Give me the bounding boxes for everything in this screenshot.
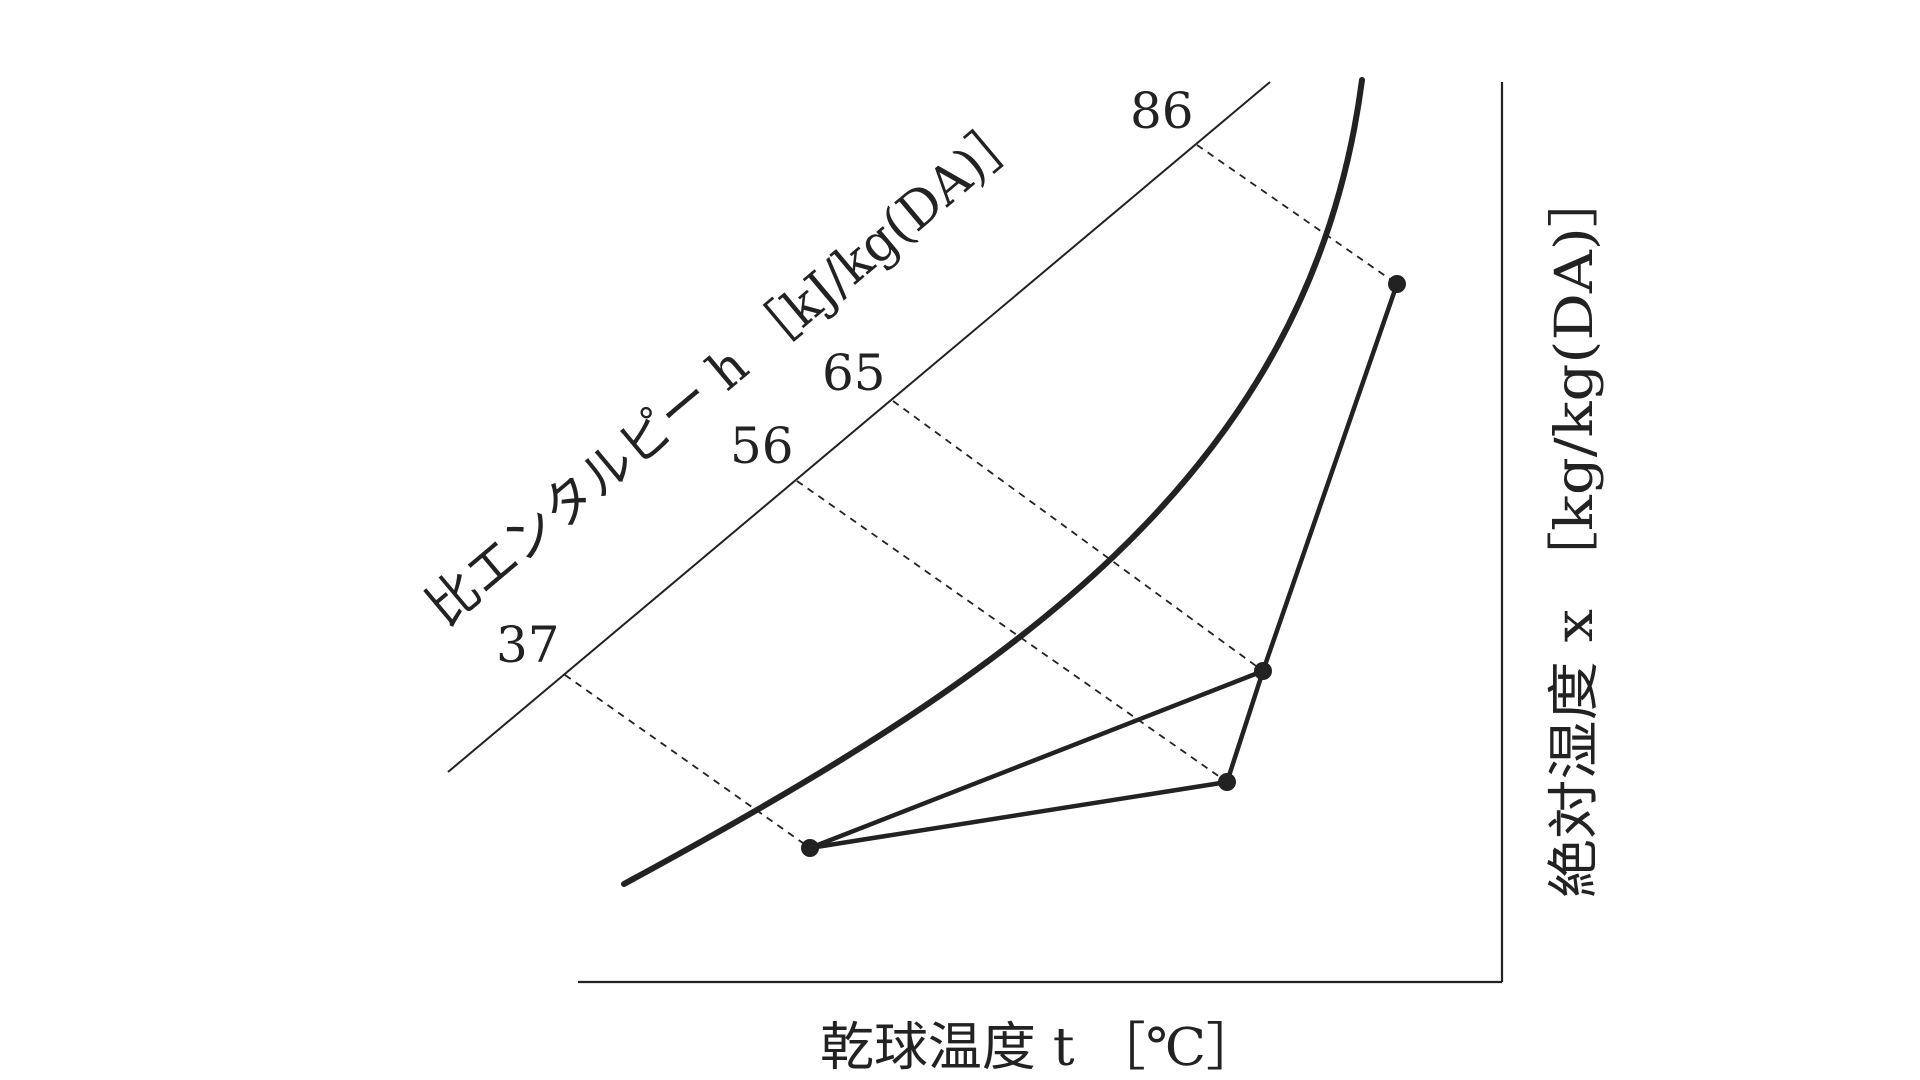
state-point-3	[1254, 662, 1272, 680]
enthalpy-value-65: 65	[822, 344, 886, 402]
enthalpy-guide-37	[564, 674, 811, 849]
enthalpy-value-37: 37	[496, 616, 560, 674]
enthalpy-guide-56	[796, 480, 1228, 783]
process-path	[807, 281, 1400, 851]
state-point-4	[1388, 275, 1406, 293]
state-point-2	[1218, 773, 1236, 791]
y-axis-title: 絶対湿度 x ［kg/kg(DA)］	[1545, 168, 1605, 898]
process-line-mixing	[807, 668, 1266, 851]
enthalpy-guide-86	[1196, 144, 1398, 285]
enthalpy-value-86: 86	[1130, 82, 1194, 140]
state-point-1	[801, 839, 819, 857]
enthalpy-line	[447, 81, 1271, 773]
x-axis-title: 乾球温度 t ［℃］	[820, 1018, 1260, 1078]
saturation-curve	[621, 77, 1365, 887]
enthalpy-axis-title: 比エンタルピー h ［kJ/kg(DA)］	[416, 103, 1037, 637]
enthalpy-guide-65	[892, 400, 1264, 672]
enthalpy-value-56: 56	[730, 417, 794, 475]
